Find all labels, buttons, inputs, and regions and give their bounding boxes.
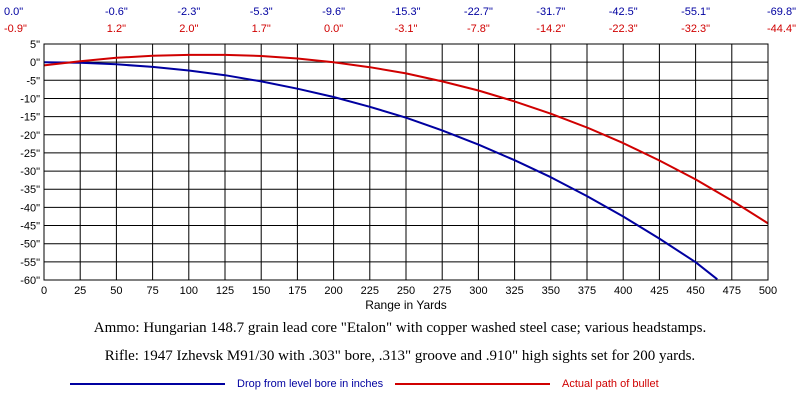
series-lines [43, 53, 769, 281]
legend-item-drop: Drop from level bore in inches [70, 377, 383, 391]
y-tick-label: -5" [26, 75, 40, 87]
top-label-path: -44.4" [767, 23, 796, 35]
y-tick-label: -40" [20, 202, 40, 214]
x-tick-label: 450 [686, 285, 704, 297]
x-axis-title: Range in Yards [365, 298, 447, 312]
top-label-path: -0.9" [4, 23, 27, 35]
top-label-drop: -5.3" [250, 6, 273, 18]
x-tick-label: 275 [433, 285, 451, 297]
top-label-path: -14.2" [536, 23, 565, 35]
chart-grid [43, 43, 769, 281]
top-label-drop: -22.7" [464, 6, 493, 18]
x-tick-label: 375 [578, 285, 596, 297]
x-tick-label: 500 [759, 285, 777, 297]
trajectory-chart: 0.0" -0.9" -0.6" 1.2" -2.3" 2.0" -5.3" 1.7" -9.6… [4, 6, 796, 312]
top-value-labels: 0.0" -0.9" -0.6" 1.2" -2.3" 2.0" -5.3" 1.7" -9.6… [4, 6, 796, 35]
legend-swatch-path [395, 383, 550, 385]
legend-item-path: Actual path of bullet [395, 377, 659, 391]
plot-frame [43, 43, 769, 281]
x-tick-label: 475 [723, 285, 741, 297]
legend-swatch-drop [70, 383, 225, 385]
top-label-path: -22.3" [609, 23, 638, 35]
x-tick-label: 300 [469, 285, 487, 297]
x-tick-label: 325 [505, 285, 523, 297]
x-tick-label: 75 [146, 285, 158, 297]
top-label-drop: -15.3" [392, 6, 421, 18]
x-tick-label: 25 [74, 285, 86, 297]
y-tick-label: -50" [20, 239, 40, 251]
y-tick-label: -15" [20, 112, 40, 124]
y-tick-label: -25" [20, 148, 40, 160]
top-label-path: 1.2" [107, 23, 126, 35]
x-tick-label: 400 [614, 285, 632, 297]
x-tick-label: 200 [324, 285, 342, 297]
y-tick-label: -60" [20, 275, 40, 287]
top-label-path: -32.3" [681, 23, 710, 35]
top-label-drop: -69.8" [767, 6, 796, 18]
x-tick-labels: 0 25 50 75 100 125 150 175 200 225 250 275 300 325 350… [41, 285, 777, 297]
x-tick-label: 225 [361, 285, 379, 297]
y-tick-label: -30" [20, 166, 40, 178]
legend-label-path: Actual path of bullet [562, 378, 659, 390]
top-label-path: 0.0" [324, 23, 343, 35]
top-label-drop: 0.0" [4, 6, 23, 18]
x-tick-label: 125 [216, 285, 234, 297]
top-label-path: -3.1" [395, 23, 418, 35]
x-tick-label: 175 [288, 285, 306, 297]
x-tick-label: 425 [650, 285, 668, 297]
x-tick-label: 50 [110, 285, 122, 297]
rifle-caption: Rifle: 1947 Izhevsk M91/30 with .303" bo… [104, 348, 696, 364]
y-tick-labels: 5" 0" -5" -10" -15" -20" -25" -30" -35" -40" -45" -… [20, 39, 40, 287]
legend-label-drop: Drop from level bore in inches [237, 378, 384, 390]
x-tick-label: 250 [397, 285, 415, 297]
y-tick-label: -10" [20, 93, 40, 105]
x-tick-label: 150 [252, 285, 270, 297]
y-tick-label: -35" [20, 184, 40, 196]
series-line-path [43, 53, 769, 225]
top-label-drop: -2.3" [177, 6, 200, 18]
y-tick-label: -20" [20, 130, 40, 142]
x-tick-label: 100 [180, 285, 198, 297]
top-label-path: 2.0" [179, 23, 198, 35]
x-tick-label: 350 [542, 285, 560, 297]
y-tick-label: 5" [30, 39, 40, 51]
x-tick-label: 0 [41, 285, 47, 297]
top-label-drop: -42.5" [609, 6, 638, 18]
top-label-drop: -31.7" [536, 6, 565, 18]
top-label-drop: -55.1" [681, 6, 710, 18]
y-tick-label: -55" [20, 257, 40, 269]
top-label-drop: -0.6" [105, 6, 128, 18]
series-line-drop [43, 61, 718, 281]
y-tick-label: -45" [20, 221, 40, 233]
top-label-path: -7.8" [467, 23, 490, 35]
top-label-path: 1.7" [252, 23, 271, 35]
top-label-drop: -9.6" [322, 6, 345, 18]
y-tick-label: 0" [30, 57, 40, 69]
ammo-caption: Ammo: Hungarian 148.7 grain lead core "E… [93, 320, 707, 336]
